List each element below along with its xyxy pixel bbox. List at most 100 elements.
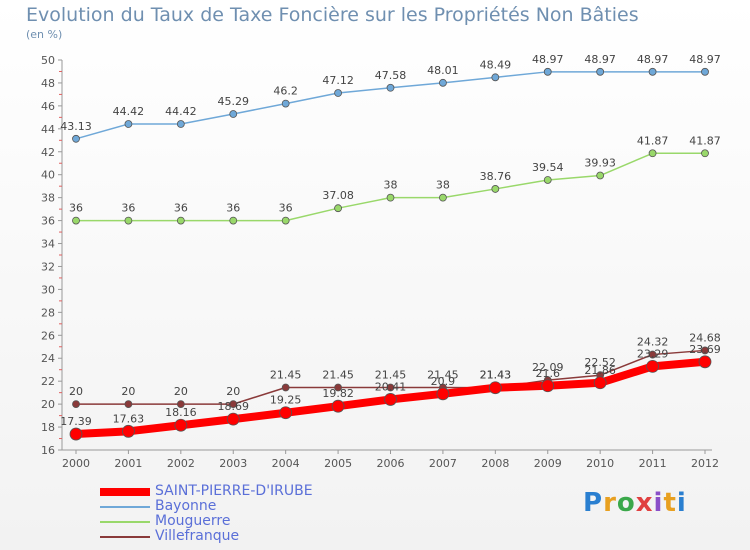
proxiti-logo: Proxiti (583, 488, 687, 518)
data-label: 22.52 (584, 356, 616, 369)
legend-swatch (100, 536, 150, 538)
chart-title: Evolution du Taux de Taxe Foncière sur l… (26, 4, 639, 26)
data-label: 20 (121, 385, 135, 398)
data-label: 17.39 (60, 415, 92, 428)
data-point (596, 67, 605, 76)
data-point (488, 381, 502, 395)
data-point (281, 383, 290, 392)
y-tick-label: 46 (41, 100, 55, 113)
data-label: 39.93 (584, 157, 616, 170)
data-point (386, 193, 395, 202)
data-point (176, 216, 185, 225)
data-label: 48.97 (532, 53, 564, 66)
data-point (491, 185, 500, 193)
data-label: 23.29 (637, 347, 669, 360)
data-label: 21.45 (270, 368, 302, 381)
chart-unit: (en %) (26, 28, 63, 41)
data-point (596, 171, 605, 180)
y-tick-label: 32 (41, 260, 55, 273)
data-point (279, 406, 293, 420)
data-label: 36 (69, 202, 83, 215)
data-label: 36 (226, 202, 240, 215)
data-point (701, 67, 709, 76)
x-tick-label: 2000 (62, 457, 90, 470)
data-label: 21.6 (536, 367, 561, 380)
data-label: 22.09 (532, 361, 564, 374)
data-point (124, 216, 133, 225)
data-label: 37.08 (322, 189, 354, 202)
data-label: 45.29 (218, 95, 250, 108)
x-tick-label: 2010 (586, 457, 614, 470)
y-tick-label: 22 (41, 375, 55, 388)
data-label: 20.41 (375, 380, 407, 393)
data-label: 44.42 (113, 105, 145, 118)
data-label: 41.87 (637, 134, 669, 147)
x-tick-label: 2007 (429, 457, 457, 470)
data-label: 36 (174, 202, 188, 215)
data-label: 48.49 (480, 58, 512, 71)
data-point (386, 83, 395, 92)
data-point (281, 216, 290, 225)
legend-label: Mouguerre (155, 513, 231, 529)
data-label: 38 (384, 179, 398, 192)
y-tick-label: 50 (41, 54, 55, 67)
x-tick-label: 2001 (114, 457, 142, 470)
data-label: 19.82 (322, 387, 354, 400)
data-label: 21.45 (375, 368, 407, 381)
y-tick-label: 18 (41, 421, 55, 434)
data-label: 47.58 (375, 69, 407, 82)
y-tick-label: 40 (41, 169, 55, 182)
data-label: 20 (69, 385, 83, 398)
data-point (698, 355, 712, 369)
data-label: 21.45 (427, 368, 459, 381)
x-tick-label: 2005 (324, 457, 352, 470)
data-point (174, 418, 188, 432)
data-point (72, 216, 80, 225)
data-point (701, 346, 709, 355)
data-label: 48.97 (637, 53, 669, 66)
y-tick-label: 42 (41, 146, 55, 159)
data-label: 43.13 (60, 120, 92, 133)
data-point (541, 379, 555, 393)
data-label: 41.87 (689, 134, 721, 147)
data-point (334, 383, 342, 392)
data-point (122, 424, 135, 438)
data-point (334, 204, 342, 213)
x-tick-label: 2003 (219, 457, 247, 470)
data-point (176, 120, 185, 128)
y-tick-label: 38 (41, 192, 55, 205)
data-label: 48.97 (584, 53, 616, 66)
data-point (543, 67, 552, 76)
data-point (386, 383, 395, 392)
legend-label: SAINT-PIERRE-D'IRUBE (155, 483, 313, 499)
x-tick-label: 2006 (377, 457, 405, 470)
data-label: 24.32 (637, 336, 669, 349)
data-label: 44.42 (165, 105, 197, 118)
data-label: 38 (436, 179, 450, 192)
data-point (491, 73, 500, 82)
y-tick-label: 16 (41, 444, 55, 457)
data-label: 18.69 (218, 400, 250, 413)
data-label: 21.86 (584, 364, 616, 377)
x-tick-label: 2004 (272, 457, 300, 470)
data-label: 47.12 (322, 74, 354, 87)
data-point (334, 89, 342, 97)
data-label: 19.25 (270, 394, 302, 407)
data-label: 36 (121, 202, 135, 215)
data-point (646, 359, 659, 373)
data-point (648, 350, 657, 359)
y-tick-label: 26 (41, 329, 55, 342)
data-label: 20 (226, 385, 240, 398)
data-point (281, 99, 290, 108)
y-tick-label: 24 (41, 352, 55, 365)
y-tick-label: 34 (41, 238, 55, 251)
data-point (229, 216, 238, 225)
data-point (593, 376, 607, 390)
data-label: 17.63 (113, 412, 145, 425)
data-label: 36 (279, 202, 293, 215)
data-point (72, 134, 80, 143)
data-point (439, 78, 447, 87)
data-point (543, 176, 552, 184)
x-tick-label: 2012 (691, 457, 719, 470)
data-label: 48.01 (427, 64, 459, 77)
